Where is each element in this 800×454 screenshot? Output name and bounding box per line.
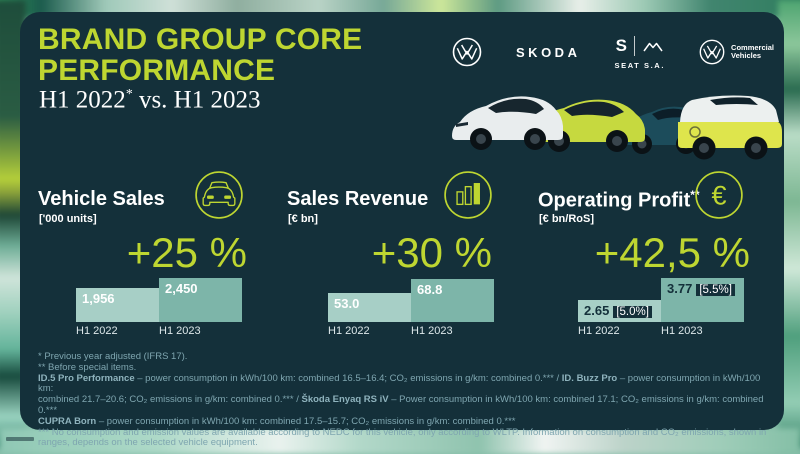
footnote-line: ** Before special items. <box>38 361 137 373</box>
axis-label-h1-2022: H1 2022 <box>76 325 118 337</box>
bar-value: 53.0 <box>334 296 360 311</box>
footnote-text: – power consumption in kWh/100 km: combi… <box>134 372 562 384</box>
kpi-sales-revenue: Sales Revenue [€ bn] +30 % 53.0 68.8 H1 … <box>287 170 494 350</box>
bar-h1-2023: 3.77 [5.5%] <box>661 278 744 322</box>
footnote-line: ranges, depends on the selected vehicle … <box>38 437 258 449</box>
kpi-unit: [€ bn] <box>288 213 318 225</box>
seat-cupra-logo: S SEAT S.A. <box>614 34 665 70</box>
brand-logos-row: SKODA S SEAT S.A. Commercial Vehicles <box>452 26 774 78</box>
commercial-vehicles-label-line2: Vehicles <box>731 51 762 60</box>
axis-label-h1-2023: H1 2023 <box>159 325 201 337</box>
page-title: BRAND GROUP CORE PERFORMANCE <box>38 24 362 86</box>
model-name: ID.5 Pro Performance <box>38 372 135 384</box>
footnote-line: combined 21.7–20.6; CO₂ emissions in g/k… <box>38 394 770 417</box>
bar-h1-2023: 68.8 <box>411 279 494 322</box>
bar-value: 68.8 <box>417 282 443 297</box>
kpi-title: Vehicle Sales <box>38 188 165 210</box>
vw-logo <box>452 37 482 67</box>
bar-axis-labels: H1 2022 H1 2023 <box>328 325 494 337</box>
kpi-unit: [€ bn/RoS] <box>539 213 594 225</box>
kpi-vehicle-sales: Vehicle Sales ['000 units] +25 % 1,956 2… <box>38 170 252 350</box>
bar-h1-2022: 53.0 <box>328 293 411 322</box>
kpi-bar-chart: 2.65 [5.0%] 3.77 [5.5%] <box>578 278 744 322</box>
ros-badge: [5.0%] <box>613 306 652 318</box>
period-subtitle: H1 2022* vs. H1 2023 <box>39 86 260 114</box>
car-van-id-buzz <box>678 95 782 160</box>
euro-glyph: € <box>711 179 726 210</box>
seat-logo: S <box>615 36 627 55</box>
page-title-line1: BRAND GROUP CORE <box>38 23 363 56</box>
bar-h1-2022: 1,956 <box>76 288 159 322</box>
cupra-logo <box>643 42 663 51</box>
bar-value: 2,450 <box>165 281 198 296</box>
kpi-title-text: Operating Profit <box>538 189 691 212</box>
vw-commercial-logo: Commercial Vehicles <box>699 39 774 65</box>
bar-axis-labels: H1 2022 H1 2023 <box>76 325 242 337</box>
footnote-line: *** No consumption and emission values a… <box>38 426 767 438</box>
kpi-footnote-marker: ** <box>690 188 700 202</box>
footnote-line: CUPRA Born – power consumption in kWh/10… <box>38 415 770 428</box>
skoda-wordmark: SKODA <box>516 44 581 60</box>
kpi-change-pct: +42,5 % <box>594 229 750 276</box>
footnote-line: ID.5 Pro Performance – power consumption… <box>38 372 770 396</box>
axis-label-h1-2022: H1 2022 <box>578 325 620 337</box>
footnote-line: * Previous year adjusted (IFRS 17). <box>38 351 188 362</box>
bar-axis-labels: H1 2022 H1 2023 <box>578 325 744 337</box>
kpi-change-pct: +30 % <box>371 229 492 276</box>
subtitle-year: H1 2022 <box>39 86 126 114</box>
model-name: ID. Buzz Pro <box>561 372 618 384</box>
kpi-title: Sales Revenue <box>287 188 429 210</box>
kpi-operating-profit: Operating Profit** [€ bn/RoS] € +42,5 % … <box>538 170 764 350</box>
kpi-bar-chart: 1,956 2,450 <box>76 278 242 322</box>
kpi-bar-chart: 53.0 68.8 <box>328 278 494 322</box>
page-title-line2: PERFORMANCE <box>38 54 276 87</box>
bar-chart-icon <box>444 171 492 219</box>
bar-value: 2.65 <box>584 303 610 318</box>
kpi-title: Operating Profit** <box>538 188 700 213</box>
seat-caption: SEAT S.A. <box>614 61 666 70</box>
subtitle-rest: vs. H1 2023 <box>132 86 261 114</box>
footnote-text: – Power consumption in kWh/100 km: combi… <box>38 394 764 416</box>
car-front-icon <box>195 171 243 219</box>
ros-badge: [5.5%] <box>696 284 735 296</box>
bar-value: 3.77 <box>667 281 693 296</box>
photo-credit-watermark <box>6 437 34 441</box>
footnote-text: – power consumption in kWh/100 km: <box>38 372 761 395</box>
kpi-unit: ['000 units] <box>39 213 97 225</box>
car-white-coupe <box>452 96 563 150</box>
euro-icon: € <box>695 171 743 219</box>
axis-label-h1-2023: H1 2023 <box>411 325 453 337</box>
commercial-vehicles-label-line1: Commercial <box>731 42 774 52</box>
footnote-text: combined 21.7–20.6; CO₂ emissions in g/k… <box>38 394 302 406</box>
hero-cars-image <box>452 95 782 160</box>
axis-label-h1-2022: H1 2022 <box>328 325 370 337</box>
bar-h1-2023: 2,450 <box>159 278 242 322</box>
footnotes: * Previous year adjusted (IFRS 17). ** B… <box>38 351 770 449</box>
model-name: CUPRA Born <box>38 415 97 427</box>
subtitle-footnote-marker: * <box>125 86 133 101</box>
bar-h1-2022: 2.65 [5.0%] <box>578 300 661 322</box>
axis-label-h1-2023: H1 2023 <box>661 325 703 337</box>
model-name: Škoda Enyaq RS iV <box>301 394 389 406</box>
kpi-change-pct: +25 % <box>126 229 247 276</box>
footnote-text: – power consumption in kWh/100 km: combi… <box>96 415 516 427</box>
slide-card: BRAND GROUP CORE PERFORMANCE H1 2022* vs… <box>20 12 784 448</box>
vw-logo <box>699 39 725 65</box>
bar-value: 1,956 <box>82 291 115 306</box>
logo-divider <box>633 36 635 56</box>
